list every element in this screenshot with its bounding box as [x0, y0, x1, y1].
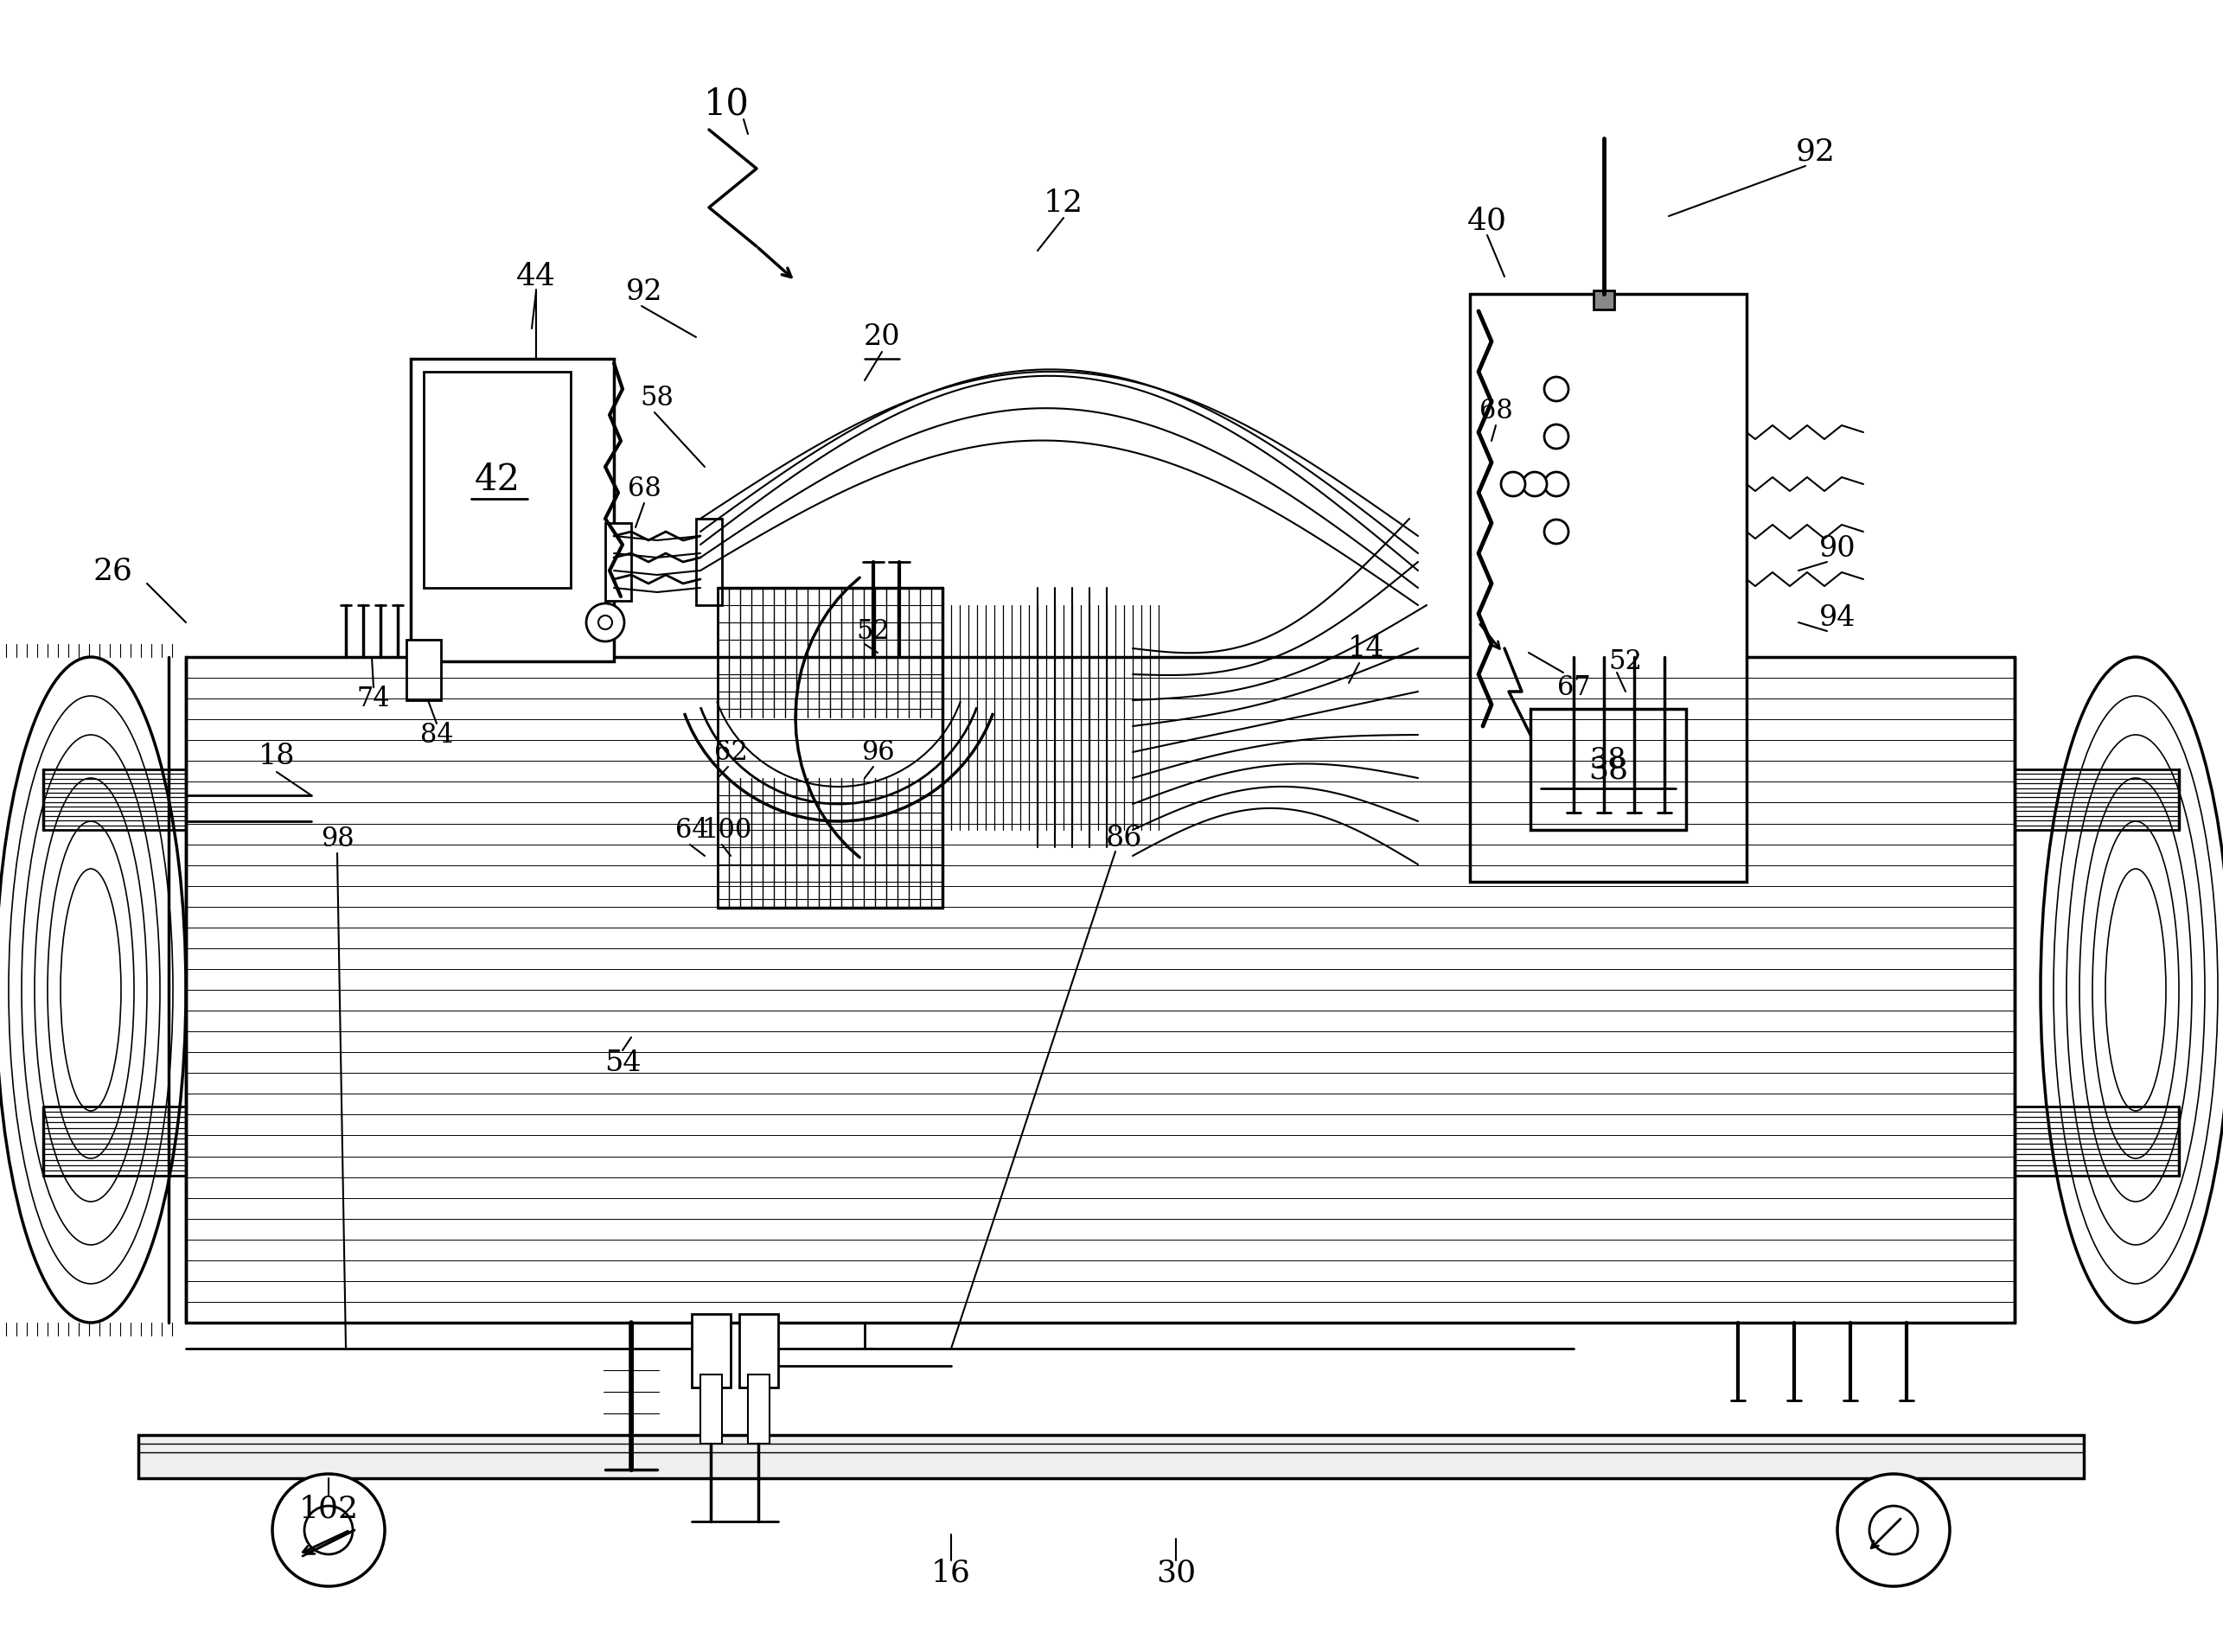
Text: 42: 42 [473, 461, 520, 497]
Bar [700, 1374, 722, 1444]
Circle shape [1523, 472, 1547, 496]
Text: 67: 67 [1556, 674, 1589, 700]
Bar [187, 657, 2014, 1323]
Circle shape [587, 603, 625, 641]
Text: 86: 86 [1105, 824, 1143, 852]
Circle shape [1545, 425, 1569, 449]
Text: 94: 94 [1818, 605, 1856, 633]
Text: 10: 10 [702, 86, 749, 122]
Circle shape [1545, 377, 1569, 401]
Text: 58: 58 [640, 385, 674, 411]
Text: 20: 20 [863, 324, 900, 350]
Bar [138, 1436, 2083, 1479]
Bar [740, 1313, 778, 1388]
Text: 92: 92 [1796, 137, 1836, 165]
Text: 18: 18 [258, 743, 296, 770]
Bar [411, 358, 614, 661]
Circle shape [598, 616, 611, 629]
Circle shape [1838, 1474, 1950, 1586]
Circle shape [273, 1474, 385, 1586]
Text: 12: 12 [1043, 188, 1083, 218]
Text: 68: 68 [627, 476, 660, 502]
Bar [747, 1374, 769, 1444]
Text: 84: 84 [420, 722, 453, 748]
Bar [1469, 294, 1747, 882]
Circle shape [1501, 472, 1525, 496]
Circle shape [1545, 519, 1569, 544]
Bar [696, 519, 722, 605]
Text: 100: 100 [700, 816, 751, 843]
Bar [691, 1313, 731, 1388]
Circle shape [1545, 472, 1569, 496]
Text: 38: 38 [1587, 755, 1627, 785]
Text: 16: 16 [931, 1558, 971, 1588]
Bar [407, 639, 440, 700]
Text: 44: 44 [516, 263, 556, 291]
Text: 92: 92 [627, 278, 662, 306]
Text: 40: 40 [1467, 206, 1507, 235]
Text: 98: 98 [320, 824, 353, 852]
Text: 62: 62 [714, 738, 747, 765]
Text: 38: 38 [1589, 747, 1627, 775]
Bar [1594, 291, 1614, 309]
Text: 14: 14 [1347, 634, 1385, 662]
Text: 74: 74 [358, 686, 391, 712]
Text: 64: 64 [676, 816, 709, 843]
Text: 52: 52 [856, 618, 889, 644]
Text: 30: 30 [1156, 1558, 1196, 1588]
Circle shape [1870, 1507, 1918, 1555]
Text: 68: 68 [1478, 396, 1512, 425]
Bar [425, 372, 571, 588]
Bar [605, 524, 631, 601]
Text: 26: 26 [93, 555, 131, 585]
Bar [1529, 709, 1685, 829]
Text: 52: 52 [1609, 648, 1643, 674]
Text: 54: 54 [605, 1049, 640, 1077]
Text: 90: 90 [1818, 535, 1856, 563]
Text: 102: 102 [298, 1493, 358, 1523]
Circle shape [305, 1507, 353, 1555]
Text: 96: 96 [860, 738, 894, 765]
